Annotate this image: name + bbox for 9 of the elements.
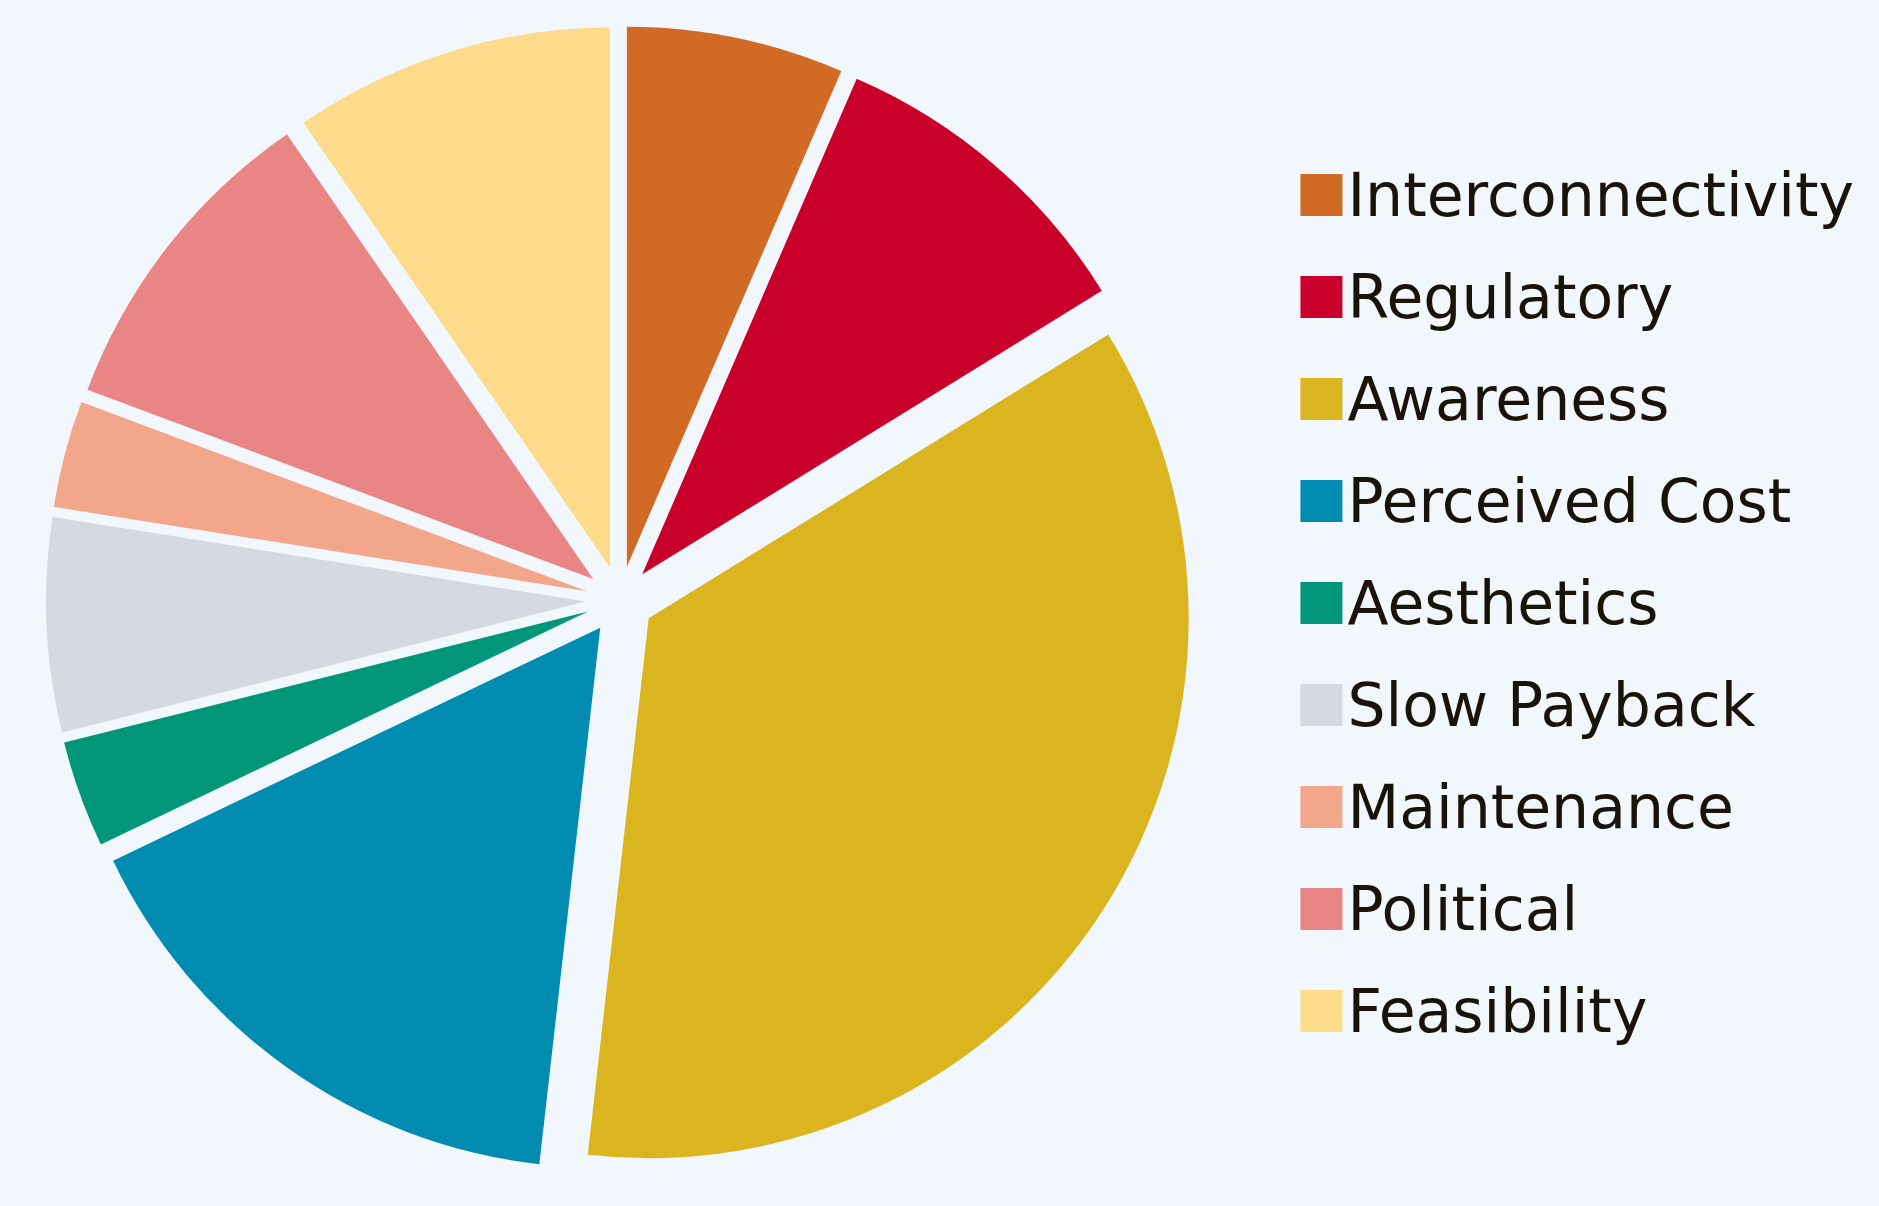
legend-label: Regulatory bbox=[1347, 262, 1674, 332]
legend-label: Feasibility bbox=[1347, 976, 1648, 1046]
legend-label: Interconnectivity bbox=[1347, 160, 1855, 230]
legend-label: Slow Payback bbox=[1347, 670, 1756, 740]
legend-label: Awareness bbox=[1347, 364, 1670, 434]
legend-label: Maintenance bbox=[1347, 772, 1734, 842]
legend-label: Aesthetics bbox=[1347, 568, 1659, 638]
legend-label: Political bbox=[1347, 874, 1579, 944]
legend-label: Perceived Cost bbox=[1347, 466, 1792, 536]
